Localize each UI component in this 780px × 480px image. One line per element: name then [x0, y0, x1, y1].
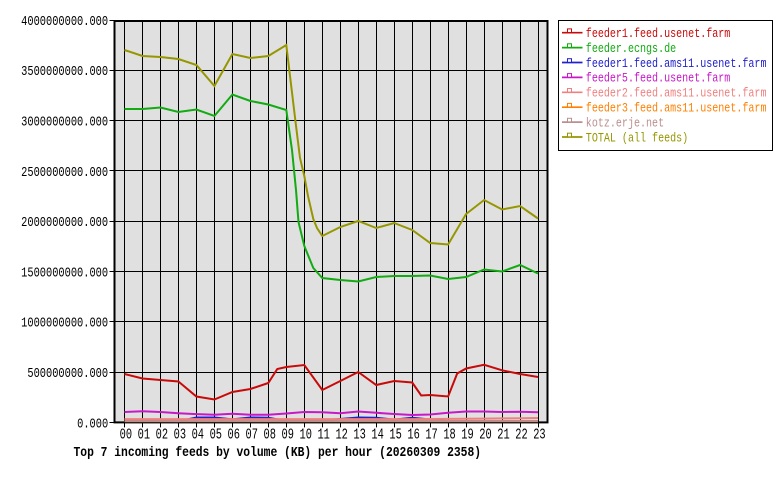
svg-text:3500000000.000: 3500000000.000	[21, 64, 108, 80]
svg-text:500000000.000: 500000000.000	[27, 366, 108, 382]
svg-text:17: 17	[425, 427, 437, 443]
svg-text:03: 03	[174, 427, 186, 443]
svg-text:0.000: 0.000	[77, 416, 108, 432]
svg-text:TOTAL (all feeds): TOTAL (all feeds)	[586, 132, 688, 145]
svg-text:2500000000.000: 2500000000.000	[21, 165, 108, 181]
svg-text:feeder1.feed.ams11.usenet.farm: feeder1.feed.ams11.usenet.farm	[586, 58, 767, 71]
svg-text:10: 10	[299, 427, 311, 443]
svg-text:14: 14	[371, 427, 383, 443]
svg-text:Top 7 incoming feeds by volume: Top 7 incoming feeds by volume (KB) per …	[74, 444, 482, 460]
svg-text:13: 13	[353, 427, 365, 443]
svg-text:18: 18	[443, 427, 455, 443]
svg-text:kotz.erje.net: kotz.erje.net	[586, 118, 664, 131]
svg-text:09: 09	[282, 427, 294, 443]
svg-text:00: 00	[120, 427, 132, 443]
svg-text:07: 07	[246, 427, 258, 443]
svg-text:3000000000.000: 3000000000.000	[21, 114, 108, 130]
svg-text:01: 01	[138, 427, 150, 443]
svg-text:23: 23	[533, 427, 545, 443]
svg-text:feeder2.feed.ams11.usenet.farm: feeder2.feed.ams11.usenet.farm	[586, 88, 767, 101]
svg-text:21: 21	[497, 427, 509, 443]
svg-text:feeder.ecngs.de: feeder.ecngs.de	[586, 43, 676, 56]
svg-text:15: 15	[389, 427, 401, 443]
svg-text:05: 05	[210, 427, 222, 443]
svg-text:19: 19	[461, 427, 473, 443]
svg-text:2000000000.000: 2000000000.000	[21, 215, 108, 231]
svg-text:06: 06	[228, 427, 240, 443]
svg-text:4000000000.000: 4000000000.000	[21, 14, 108, 30]
svg-text:feeder3.feed.ams11.usenet.farm: feeder3.feed.ams11.usenet.farm	[586, 103, 767, 116]
svg-text:feeder5.feed.usenet.farm: feeder5.feed.usenet.farm	[586, 73, 731, 86]
svg-text:08: 08	[264, 427, 276, 443]
svg-text:20: 20	[479, 427, 491, 443]
svg-text:02: 02	[156, 427, 168, 443]
svg-text:12: 12	[335, 427, 347, 443]
svg-text:11: 11	[317, 427, 329, 443]
svg-text:1000000000.000: 1000000000.000	[21, 315, 108, 331]
svg-text:04: 04	[192, 427, 204, 443]
svg-text:feeder1.feed.usenet.farm: feeder1.feed.usenet.farm	[586, 28, 731, 41]
svg-text:1500000000.000: 1500000000.000	[21, 265, 108, 281]
svg-text:16: 16	[407, 427, 419, 443]
svg-text:22: 22	[515, 427, 527, 443]
